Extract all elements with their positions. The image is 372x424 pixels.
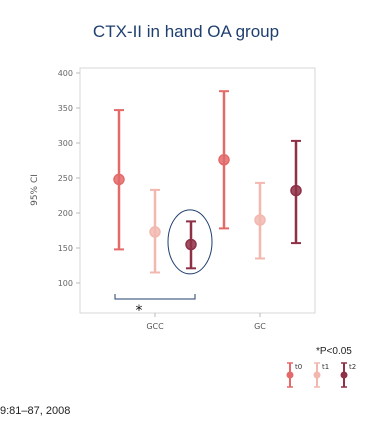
mean-point: [291, 186, 301, 196]
y-tick-label: 150: [58, 244, 73, 253]
legend-label: t0: [295, 363, 302, 371]
legend-marker: [314, 372, 321, 379]
citation-text: 9:81–87, 2008: [0, 405, 70, 417]
mean-point: [255, 215, 265, 225]
significance-star: *: [136, 303, 143, 319]
y-tick-label: 400: [58, 69, 73, 78]
y-tick-label: 300: [58, 139, 73, 148]
mean-point: [186, 240, 196, 250]
y-tick-label: 100: [58, 279, 73, 288]
plot-frame: [80, 68, 315, 313]
mean-point: [150, 227, 160, 237]
legend-item-t0: t0: [287, 363, 303, 387]
y-axis: 100 150 200 250 300 350 400: [58, 69, 80, 288]
legend-marker: [287, 372, 294, 379]
significance-note: *P<0.05: [316, 346, 352, 357]
mean-point: [219, 155, 229, 165]
legend-label: t2: [349, 363, 356, 371]
x-tick-label: GCC: [146, 322, 164, 331]
legend: t0 t1 t2: [287, 363, 357, 387]
y-axis-label: 95% CI: [30, 174, 40, 206]
y-tick-label: 350: [58, 104, 73, 113]
y-tick-label: 250: [58, 174, 73, 183]
mean-point: [114, 174, 124, 184]
legend-marker: [341, 372, 348, 379]
x-axis: GCC GC: [146, 313, 266, 331]
legend-item-t1: t1: [314, 363, 330, 387]
y-tick-label: 200: [58, 209, 73, 218]
legend-label: t1: [322, 363, 329, 371]
legend-item-t2: t2: [341, 363, 357, 387]
x-tick-label: GC: [254, 322, 266, 331]
